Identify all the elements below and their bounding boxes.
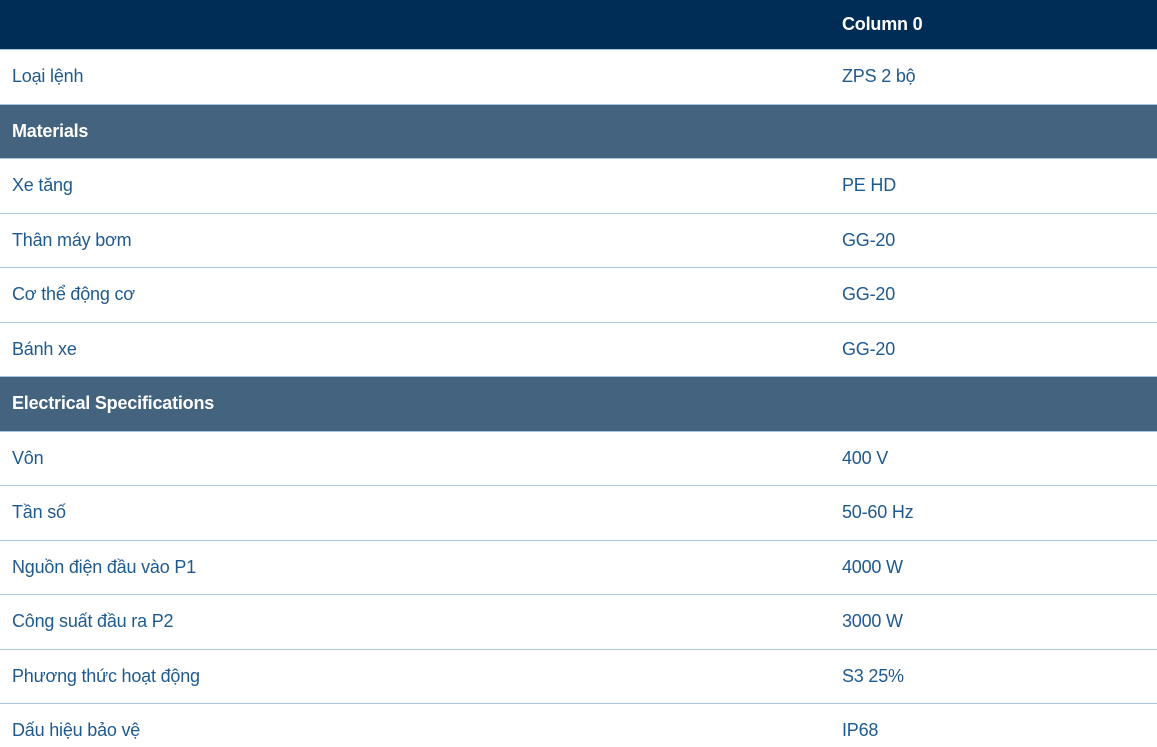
spec-value: IP68 <box>830 703 1157 747</box>
spec-value: 400 V <box>830 431 1157 486</box>
spec-label: Loại lệnh <box>0 49 830 105</box>
table-row: Xe tăng PE HD <box>0 158 1157 214</box>
spec-label: Nguồn điện đầu vào P1 <box>0 540 830 595</box>
table-row: Loại lệnh ZPS 2 bộ <box>0 49 1157 105</box>
spec-label: Thân máy bơm <box>0 213 830 268</box>
spec-label: Vôn <box>0 431 830 486</box>
spec-value: GG-20 <box>830 213 1157 268</box>
table-row: Bánh xe GG-20 <box>0 322 1157 377</box>
section-header-row: Materials <box>0 104 1157 159</box>
section-title: Electrical Specifications <box>0 376 830 432</box>
table-row: Cơ thể động cơ GG-20 <box>0 267 1157 323</box>
spec-label: Bánh xe <box>0 322 830 377</box>
table-row: Tần số 50-60 Hz <box>0 485 1157 541</box>
spec-value: GG-20 <box>830 267 1157 323</box>
table-header: Column 0 <box>0 0 1157 50</box>
spec-label: Dấu hiệu bảo vệ <box>0 703 830 747</box>
table-row: Phương thức hoạt động S3 25% <box>0 649 1157 704</box>
table-row: Thân máy bơm GG-20 <box>0 213 1157 268</box>
table-row: Công suất đầu ra P2 3000 W <box>0 594 1157 650</box>
table-row: Dấu hiệu bảo vệ IP68 <box>0 703 1157 747</box>
section-filler <box>830 104 1157 159</box>
spec-label: Công suất đầu ra P2 <box>0 594 830 650</box>
header-cell-empty <box>0 0 830 50</box>
spec-label: Tần số <box>0 485 830 541</box>
spec-label: Cơ thể động cơ <box>0 267 830 323</box>
spec-value: 4000 W <box>830 540 1157 595</box>
spec-value: ZPS 2 bộ <box>830 49 1157 105</box>
section-title: Materials <box>0 104 830 159</box>
section-header-row: Electrical Specifications <box>0 376 1157 432</box>
spec-value: S3 25% <box>830 649 1157 704</box>
spec-value: GG-20 <box>830 322 1157 377</box>
spec-value: 50-60 Hz <box>830 485 1157 541</box>
spec-value: PE HD <box>830 158 1157 214</box>
table-row: Vôn 400 V <box>0 431 1157 486</box>
table-row: Nguồn điện đầu vào P1 4000 W <box>0 540 1157 595</box>
section-filler <box>830 376 1157 432</box>
spec-label: Phương thức hoạt động <box>0 649 830 704</box>
spec-value: 3000 W <box>830 594 1157 650</box>
spec-label: Xe tăng <box>0 158 830 214</box>
header-cell-column-0: Column 0 <box>830 0 1157 50</box>
